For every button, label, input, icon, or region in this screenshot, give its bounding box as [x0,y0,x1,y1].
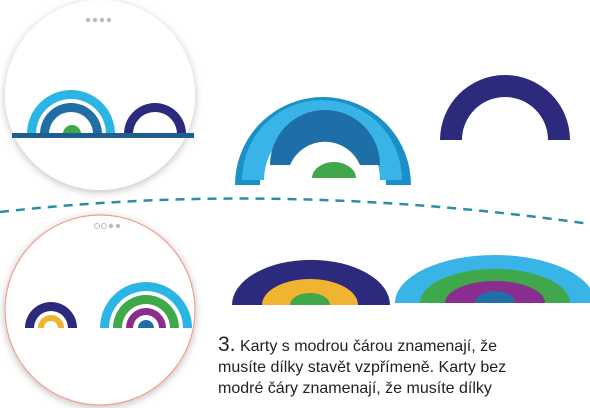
step-line: musíte dílky stavět vzpřímeně. Karty bez [218,357,590,378]
page: 3. Karty s modrou čárou znamenají, že mu… [0,0,590,408]
step-line: modré čáry znamenají, že musíte dílky [218,378,590,399]
card-top [5,0,195,190]
step-number: 3. [218,334,236,356]
arches-flat-bottom [232,255,590,305]
arches-3d-top [235,75,570,185]
step-text: 3. Karty s modrou čárou znamenají, že mu… [218,334,590,399]
step-line: 3. Karty s modrou čárou znamenají, že [218,334,590,357]
step-line-text: Karty s modrou čárou znamenají, že [240,338,497,355]
